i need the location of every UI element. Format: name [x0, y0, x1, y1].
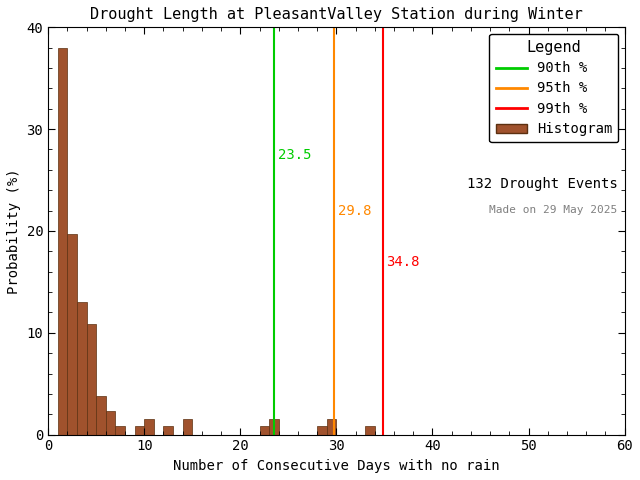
Bar — [365, 427, 375, 434]
Bar — [58, 48, 67, 434]
Bar — [163, 427, 173, 434]
Text: 23.5: 23.5 — [278, 147, 311, 162]
Bar — [144, 420, 154, 434]
Y-axis label: Probability (%): Probability (%) — [7, 168, 21, 294]
Bar — [86, 324, 96, 434]
Text: 34.8: 34.8 — [387, 254, 420, 268]
Bar — [77, 302, 86, 434]
Title: Drought Length at PleasantValley Station during Winter: Drought Length at PleasantValley Station… — [90, 7, 583, 22]
Bar — [317, 427, 327, 434]
Text: Made on 29 May 2025: Made on 29 May 2025 — [490, 205, 618, 215]
Bar — [269, 420, 279, 434]
Bar — [259, 427, 269, 434]
Bar — [134, 427, 144, 434]
X-axis label: Number of Consecutive Days with no rain: Number of Consecutive Days with no rain — [173, 459, 500, 473]
Bar — [106, 411, 115, 434]
Bar — [182, 420, 192, 434]
Bar — [115, 427, 125, 434]
Bar — [67, 234, 77, 434]
Text: 29.8: 29.8 — [339, 204, 372, 217]
Legend: 90th %, 95th %, 99th %, Histogram: 90th %, 95th %, 99th %, Histogram — [490, 34, 618, 142]
Bar — [96, 396, 106, 434]
Bar — [327, 420, 337, 434]
Text: 132 Drought Events: 132 Drought Events — [467, 177, 618, 191]
